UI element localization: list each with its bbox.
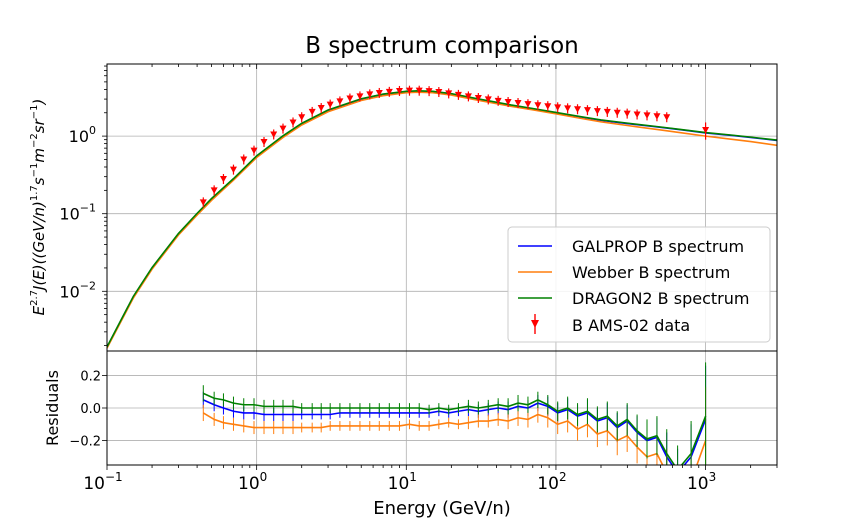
x-axis-label: Energy (GeV/n) xyxy=(373,498,511,519)
ams-point-15 xyxy=(346,95,354,103)
x-tick-label-1: 100 xyxy=(238,470,267,494)
ams-point-18 xyxy=(375,89,383,97)
top-panel: 10−2 10−1 100 E2.7J(E)((GeV/n)1.7s−1m−2sr−… xyxy=(29,63,778,352)
legend-item-dragon2: DRAGON2 B spectrum xyxy=(518,289,749,308)
ams-point-14 xyxy=(336,98,344,105)
res-y-tick-label-2: −0.2 xyxy=(69,435,101,450)
legend-label-dragon2: DRAGON2 B spectrum xyxy=(572,289,749,308)
ams-point-13 xyxy=(326,101,334,109)
legend: GALPROP B spectrum Webber B spectrum DRA… xyxy=(507,226,771,343)
ams-point-11 xyxy=(308,108,316,116)
top-y-ticks: 10−2 10−1 100 xyxy=(59,65,107,346)
ams-point-29 xyxy=(484,96,492,103)
ams-point-9 xyxy=(289,119,297,126)
ams-point-36 xyxy=(554,104,562,111)
x-ticks: 10−1 100 101 102 103 xyxy=(83,64,778,494)
ams-point-7 xyxy=(270,131,278,138)
ams-point-32 xyxy=(514,100,522,107)
ams-point-35 xyxy=(544,103,552,110)
ams-point-25 xyxy=(445,90,453,97)
ams-point-34 xyxy=(534,102,542,109)
ams-point-12 xyxy=(317,105,325,112)
legend-label-webber: Webber B spectrum xyxy=(572,263,730,282)
ams-point-4 xyxy=(240,156,248,163)
ams-point-22 xyxy=(415,87,423,95)
ams-point-33 xyxy=(524,101,532,108)
ams-point-44 xyxy=(633,111,641,118)
ams-point-6 xyxy=(260,138,268,146)
ams-point-30 xyxy=(494,97,502,105)
ams-point-24 xyxy=(435,89,443,96)
y-tick-label-2: 100 xyxy=(69,124,96,146)
legend-item-galprop: GALPROP B spectrum xyxy=(518,237,744,256)
x-tick-label-0: 10−1 xyxy=(83,470,122,494)
ams-point-38 xyxy=(574,106,582,113)
series-line-2 xyxy=(107,90,777,348)
ams-point-43 xyxy=(623,110,631,118)
ams-point-40 xyxy=(593,108,601,115)
ams-point-20 xyxy=(395,87,403,95)
ams-point-26 xyxy=(454,91,462,99)
ams-point-27 xyxy=(464,93,472,100)
legend-item-webber: Webber B spectrum xyxy=(518,263,730,282)
legend-label-ams: B AMS-02 data xyxy=(572,316,690,335)
y-tick-label-1: 10−1 xyxy=(59,202,96,224)
chart-title: B spectrum comparison xyxy=(305,33,579,59)
ams-point-37 xyxy=(564,105,572,112)
ams-point-39 xyxy=(583,107,591,114)
legend-box xyxy=(507,226,771,343)
ams-point-46 xyxy=(653,113,661,120)
ams-point-2 xyxy=(219,176,227,183)
series-line-1 xyxy=(107,91,777,349)
ams-point-5 xyxy=(250,147,258,155)
ams-point-16 xyxy=(356,93,364,100)
ams-point-21 xyxy=(405,87,413,95)
ams-point-41 xyxy=(603,108,611,116)
ams-point-19 xyxy=(385,88,393,96)
top-y-axis-label: E2.7J(E)((GeV/n)1.7s−1m−2sr−1) xyxy=(29,99,48,316)
top-series xyxy=(107,90,777,349)
legend-item-ams: B AMS-02 data xyxy=(531,314,690,335)
ams-data-points xyxy=(199,85,710,208)
residual-y-axis-label: Residuals xyxy=(43,370,62,446)
ams-point-10 xyxy=(298,114,306,121)
ams-point-23 xyxy=(425,88,433,95)
residual-series xyxy=(202,362,707,465)
x-tick-label-3: 102 xyxy=(537,470,566,494)
residual-panel: 0.2 0.0 −0.2 Residuals xyxy=(43,350,778,466)
ams-point-42 xyxy=(613,109,621,117)
x-tick-label-2: 101 xyxy=(388,470,417,494)
ams-point-31 xyxy=(504,99,512,106)
ams-point-0 xyxy=(199,199,207,206)
res-y-tick-label-0: 0.2 xyxy=(80,369,101,384)
ams-point-28 xyxy=(474,94,482,102)
ams-point-45 xyxy=(643,112,651,119)
ams-point-1 xyxy=(210,187,218,194)
ams-point-47 xyxy=(663,114,671,121)
ams-point-8 xyxy=(279,125,287,133)
ams-point-17 xyxy=(366,91,374,98)
legend-label-galprop: GALPROP B spectrum xyxy=(572,237,744,256)
x-tick-label-4: 103 xyxy=(687,470,716,494)
ams-point-48 xyxy=(702,126,710,134)
y-tick-label-0: 10−2 xyxy=(59,279,96,301)
residual-line-0 xyxy=(202,399,707,465)
residual-y-ticks: 0.2 0.0 −0.2 xyxy=(69,369,107,450)
ams-point-3 xyxy=(229,166,237,174)
residual-line-2 xyxy=(202,392,707,465)
res-y-tick-label-1: 0.0 xyxy=(80,402,101,417)
